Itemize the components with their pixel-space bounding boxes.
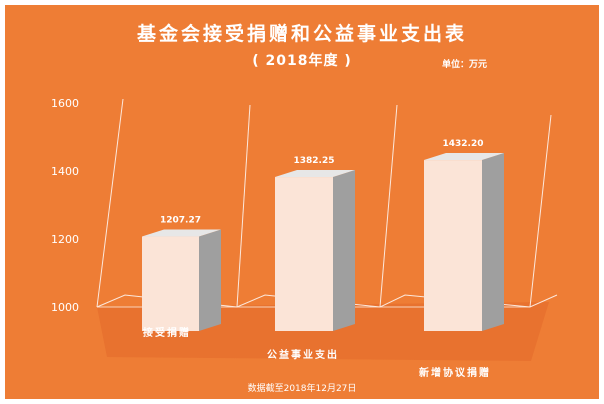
- bar: [424, 160, 482, 331]
- data-label: 1382.25: [294, 156, 335, 166]
- y-tick-label: 1000: [51, 301, 79, 314]
- bar-side: [482, 153, 504, 331]
- data-labels: 1207.27 1382.25 1432.20: [160, 139, 484, 225]
- y-axis: 1000 1200 1400 1600: [51, 97, 79, 314]
- wall-line: [379, 104, 398, 308]
- bar: [275, 177, 333, 331]
- chart-title: 基金会接受捐赠和公益事业支出表: [136, 23, 467, 45]
- bar: [142, 236, 199, 331]
- chart-panel: 基金会接受捐赠和公益事业支出表 ( 2018年度 ) 单位：万元 1000 120…: [5, 5, 599, 399]
- category-label: 公益事业支出: [267, 348, 339, 361]
- wall-line: [96, 98, 124, 308]
- bar-side: [199, 229, 221, 331]
- bar-chart: 1000 1200 1400 1600 1207.27 1382.25 1432.20 接…: [51, 97, 558, 379]
- y-tick-label: 1200: [51, 233, 79, 246]
- bar-side: [333, 170, 355, 331]
- category-label: 新增协议捐赠: [419, 366, 491, 379]
- bar-top: [142, 229, 221, 237]
- wall-line: [236, 104, 251, 308]
- data-label: 1432.20: [443, 139, 484, 149]
- unit-label: 单位：万元: [442, 60, 488, 70]
- chart-subtitle: ( 2018年度 ): [252, 53, 352, 69]
- y-tick-label: 1400: [51, 165, 79, 178]
- category-label: 接受捐赠: [143, 326, 191, 339]
- data-label: 1207.27: [160, 216, 201, 226]
- bar-top: [424, 153, 504, 161]
- bar-top: [275, 170, 355, 178]
- bars: [142, 153, 504, 331]
- footnote: 数据截至2018年12月27日: [247, 384, 357, 394]
- wall-line: [529, 114, 552, 308]
- y-tick-label: 1600: [51, 97, 79, 110]
